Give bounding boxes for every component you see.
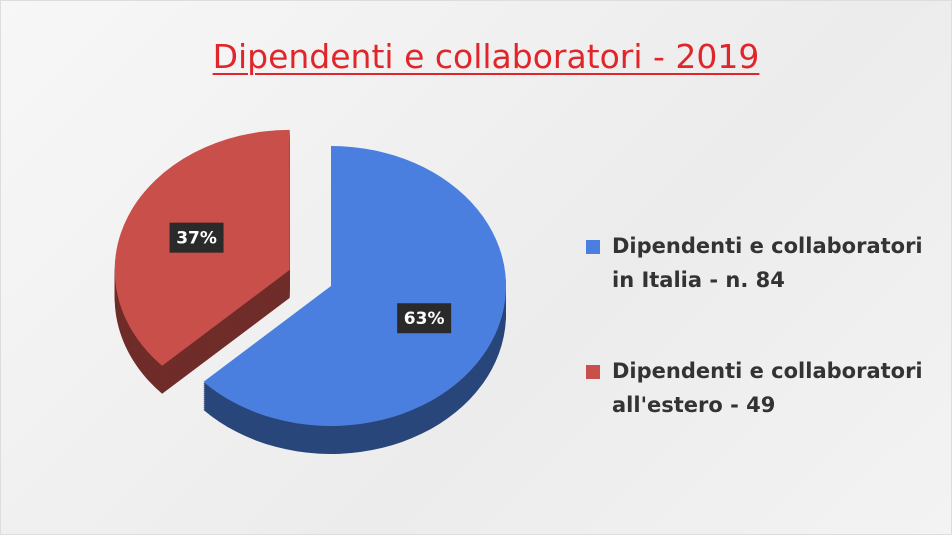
data-label: 63% xyxy=(404,309,445,329)
label-box xyxy=(397,303,452,334)
label-box xyxy=(169,222,224,253)
legend-label: Dipendenti e collaboratori all'estero - … xyxy=(612,359,923,417)
legend-swatch xyxy=(586,365,600,379)
legend-swatch xyxy=(586,240,600,254)
legend-entry: Dipendenti e collaboratori in Italia - n… xyxy=(586,229,951,297)
legend-entry: Dipendenti e collaboratori all'estero - … xyxy=(586,354,951,422)
slice xyxy=(203,146,507,426)
legend-label: Dipendenti e collaboratori in Italia - n… xyxy=(612,234,923,292)
data-label: 37% xyxy=(176,229,217,249)
chart-title: Dipendenti e collaboratori - 2019 xyxy=(212,37,760,76)
